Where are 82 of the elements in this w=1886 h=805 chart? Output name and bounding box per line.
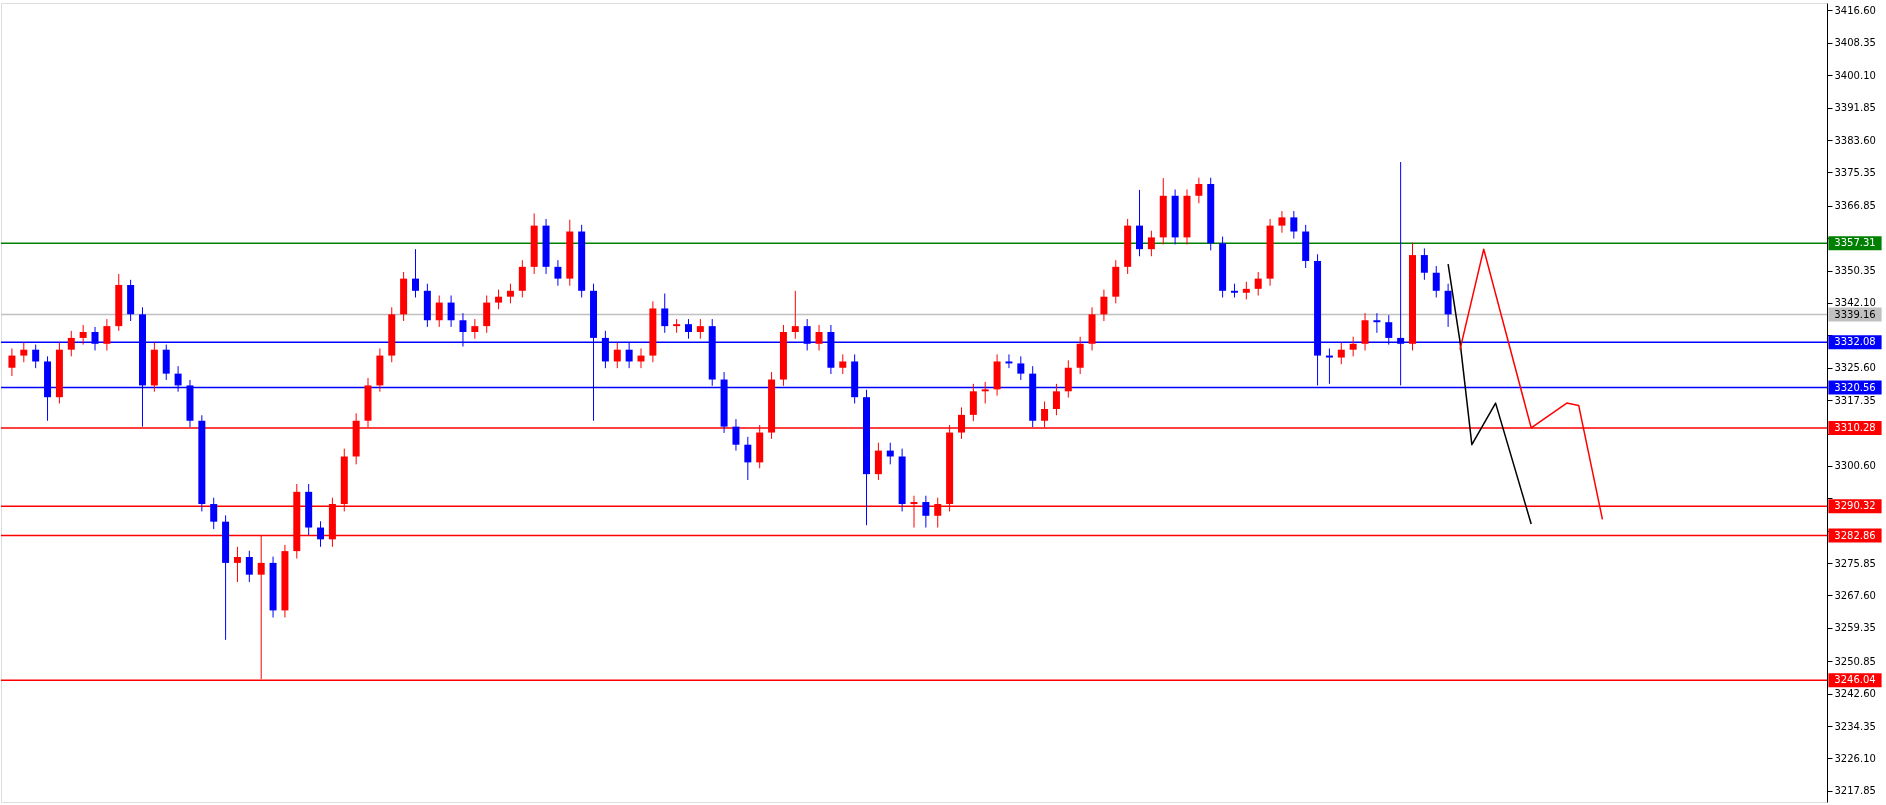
y-tick-label: 3234.35 [1834,720,1876,732]
candlestick [1325,348,1333,385]
y-tick-label: 3242.60 [1834,688,1876,700]
candlestick [1278,210,1286,234]
candlestick [981,381,989,404]
y-tick-label: 3383.60 [1834,134,1876,146]
candlestick [1005,353,1013,369]
candlestick [922,495,930,529]
candlestick [435,295,443,328]
candlestick [1136,189,1144,257]
ref-line-label: 3357.31 [1834,237,1876,249]
candlestick [1254,271,1262,297]
candlestick [8,348,16,377]
y-tick-label: 3391.85 [1834,102,1876,114]
candlestick [613,342,621,369]
y-tick-label: 3366.85 [1834,200,1876,212]
y-tick-label: 3217.85 [1834,785,1876,797]
candlestick [20,342,28,363]
ref-line-label: 3339.16 [1834,308,1876,320]
candlestick [1076,336,1084,375]
y-tick-label: 3317.35 [1834,394,1876,406]
ref-line-label: 3246.04 [1834,674,1876,686]
candlestick [744,436,752,481]
candlestick [1100,289,1108,322]
candlestick [506,283,514,304]
candlestick [79,324,87,346]
ref-line-label: 3332.08 [1834,336,1876,348]
y-tick-label: 3400.10 [1834,69,1876,81]
y-tick-label: 3267.60 [1834,589,1876,601]
candlestick [1337,342,1345,365]
candlestick [67,330,75,357]
candlestick [554,259,562,287]
candlestick [1420,247,1428,281]
candlestick [162,344,170,381]
y-tick-label: 3275.85 [1834,557,1876,569]
candlestick [1195,177,1203,204]
y-tick-label: 3226.10 [1834,752,1876,764]
candlestick [1444,283,1452,328]
candlestick [471,318,479,340]
candlestick [518,259,526,298]
candlestick [495,289,503,310]
y-tick-label: 3250.85 [1834,655,1876,667]
candlestick [661,293,669,334]
y-tick-label: 3408.35 [1834,37,1876,49]
candlestick [411,248,419,298]
y-tick-label: 3350.35 [1834,265,1876,277]
candlestick [839,353,847,375]
candlestick [1052,383,1060,416]
y-tick-label: 3416.60 [1834,4,1876,16]
candlestick [447,295,455,328]
ref-line-label: 3282.86 [1834,529,1876,541]
candlestick [1349,336,1357,357]
candlestick [732,418,740,452]
candlestick [1373,312,1381,334]
candlestick [483,295,491,334]
candlestick [1432,265,1440,298]
ref-line-label: 3320.56 [1834,381,1876,393]
candlestick [210,497,218,530]
candlestick [1064,359,1072,399]
y-tick-label: 3375.35 [1834,166,1876,178]
candlestick [103,318,111,351]
candlestick [791,290,799,340]
candlestick [1147,230,1155,257]
y-tick-label: 3300.60 [1834,460,1876,472]
y-tick-label: 3342.10 [1834,297,1876,309]
candlestick [684,318,692,340]
candlestick [969,383,977,422]
ref-line-label: 3310.28 [1834,421,1876,433]
candlestick [32,344,40,369]
candlestick [317,520,325,548]
ref-line-label: 3290.32 [1834,500,1876,512]
y-tick-label: 3325.60 [1834,362,1876,374]
candlestick [1361,312,1369,351]
line-series [1447,263,1532,525]
candlestick [696,318,704,340]
candlestick [233,546,241,583]
candlestick [1017,355,1025,381]
candlestick [245,550,253,583]
candlestick [815,324,823,351]
candlestick [874,442,882,481]
candlestick [1290,210,1298,240]
y-tick-label: 3259.35 [1834,622,1876,634]
